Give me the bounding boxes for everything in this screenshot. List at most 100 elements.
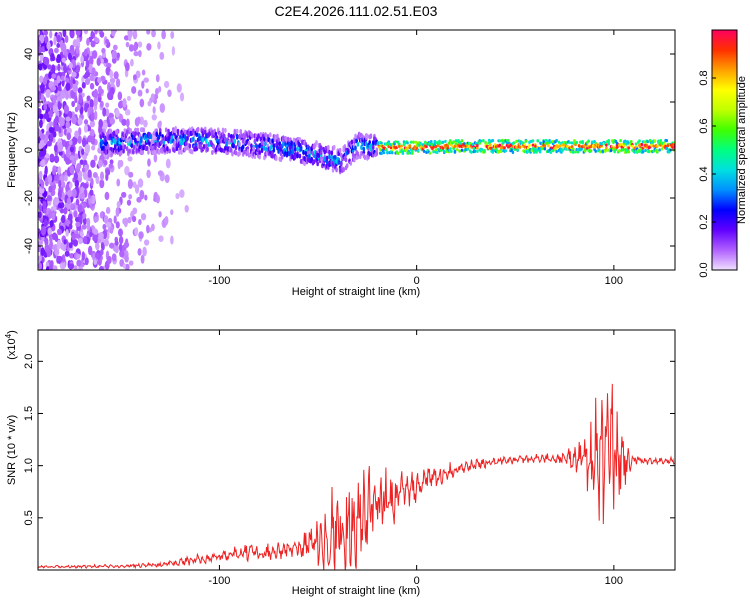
spectrogram-cell bbox=[49, 240, 54, 251]
spectrogram-cell bbox=[126, 95, 131, 101]
spectrogram-cell bbox=[298, 153, 302, 159]
spectrogram-cell bbox=[157, 41, 161, 50]
spectrogram-cell bbox=[38, 45, 42, 56]
spectrogram-cell bbox=[363, 154, 367, 160]
spectrogram-cell bbox=[550, 146, 554, 150]
spectrogram-cell bbox=[71, 71, 77, 78]
spectrogram-cell bbox=[84, 71, 91, 78]
spectrogram-cell bbox=[125, 41, 130, 48]
spectrogram-cell bbox=[65, 148, 70, 158]
spectrogram-cell bbox=[606, 148, 609, 152]
spectrogram-cell bbox=[389, 146, 393, 150]
spectrogram-cell bbox=[51, 212, 56, 221]
colorbar-frame bbox=[711, 29, 738, 271]
spectrogram-cell bbox=[134, 227, 139, 236]
spectrogram-cell bbox=[638, 139, 641, 143]
spectrogram-cell bbox=[576, 150, 580, 154]
spectrogram-cell bbox=[127, 179, 134, 189]
spectrogram-cell bbox=[57, 85, 62, 92]
spectrogram-cell bbox=[109, 91, 114, 101]
spectrogram-cell bbox=[302, 149, 305, 155]
chart-title: C2E4.2026.111.02.51.E03 bbox=[275, 3, 438, 19]
spectrogram-cell bbox=[534, 144, 537, 148]
spectrogram-cell bbox=[124, 263, 130, 270]
spectrogram-cell bbox=[128, 171, 134, 178]
spectrogram-cell bbox=[90, 159, 96, 168]
spectrogram-cell bbox=[79, 159, 84, 165]
spectrogram-cell bbox=[622, 143, 626, 148]
spectrogram-cell bbox=[48, 209, 53, 219]
spectrogram-cell bbox=[122, 148, 125, 154]
spectrogram-cell bbox=[65, 121, 70, 129]
spectrogram-cell bbox=[631, 144, 634, 148]
spectrogram-cell bbox=[69, 182, 73, 189]
spectrogram-cell bbox=[607, 139, 611, 143]
spectrogram-cell bbox=[39, 83, 45, 94]
spectrogram-cell bbox=[315, 140, 318, 146]
spectrogram-cell bbox=[413, 145, 416, 149]
spectrogram-cell bbox=[99, 179, 105, 189]
spectrogram-cell bbox=[412, 140, 415, 144]
spectrogram-cell bbox=[102, 107, 107, 117]
spectrogram-cell bbox=[38, 128, 41, 137]
spectrogram-cell bbox=[390, 151, 394, 155]
spectrogram-cell bbox=[577, 144, 581, 148]
spectrogram-cell bbox=[101, 47, 106, 54]
spectrogram-cell bbox=[233, 138, 237, 144]
spectrogram-cell bbox=[71, 232, 76, 241]
spectrogram-cell bbox=[91, 145, 96, 151]
spectrogram-cell bbox=[60, 242, 65, 250]
spectrogram-cell bbox=[293, 154, 297, 160]
spectrogram-cell bbox=[39, 119, 43, 129]
spectrogram-cell bbox=[166, 146, 169, 152]
spectrogram-cell bbox=[98, 118, 104, 129]
spectrogram-cell bbox=[153, 153, 158, 163]
spectrogram-cell bbox=[51, 64, 56, 74]
spectrogram-cell bbox=[179, 145, 182, 151]
spectrogram-cell bbox=[70, 50, 75, 56]
spectrogram-cell bbox=[470, 150, 473, 154]
spectrogram-cell bbox=[62, 30, 67, 36]
spectrogram-cell bbox=[57, 63, 61, 72]
spectrogram-cell bbox=[108, 112, 114, 119]
spectrogram-cell bbox=[344, 157, 348, 163]
spectrogram-cell bbox=[334, 155, 337, 161]
spectrogram-cell bbox=[263, 136, 266, 142]
spectrogram-cell bbox=[575, 140, 579, 145]
spectrogram-cell bbox=[176, 137, 180, 143]
spectrogram-cell bbox=[82, 170, 88, 181]
spectrogram-cell bbox=[74, 233, 80, 239]
spectrogram-cell bbox=[54, 233, 59, 243]
spectrogram-cell bbox=[371, 140, 375, 146]
spectrogram-cell bbox=[299, 146, 303, 152]
spectrogram-cell bbox=[455, 147, 459, 152]
x-tick-label: 100 bbox=[605, 575, 623, 587]
x-tick-label: 0 bbox=[414, 275, 420, 287]
spectrogram-cell bbox=[516, 148, 519, 152]
spectrogram-cell bbox=[77, 87, 83, 94]
spectrogram-cell bbox=[121, 118, 127, 126]
spectrogram-cell bbox=[428, 151, 432, 155]
spectrogram-cell bbox=[171, 46, 175, 56]
spectrogram-cell bbox=[394, 140, 398, 144]
spectrogram-cell bbox=[39, 75, 44, 84]
spectrogram-cell bbox=[77, 135, 82, 144]
spectrogram-cell bbox=[127, 216, 132, 224]
spectrogram-cell bbox=[84, 102, 88, 113]
spectrogram-cell bbox=[53, 155, 60, 164]
spectrogram-cell bbox=[43, 30, 49, 36]
spectrogram-cell bbox=[118, 243, 123, 252]
spectrogram-cell bbox=[257, 133, 260, 139]
spectrogram-cell bbox=[149, 134, 153, 140]
spectrogram-cell bbox=[235, 134, 239, 140]
spectrogram-cell bbox=[146, 169, 151, 179]
spectrogram-cell bbox=[49, 132, 54, 143]
spectrogram-cell bbox=[92, 171, 98, 179]
spectrogram-cell bbox=[141, 80, 145, 89]
spectrogram-cell bbox=[77, 204, 83, 213]
spectrogram-cell bbox=[476, 146, 479, 150]
spectrogram-cell bbox=[69, 253, 75, 259]
spectrogram-cell bbox=[99, 31, 105, 38]
spectrogram-cell bbox=[109, 117, 115, 125]
spectrogram-cell bbox=[139, 189, 145, 200]
